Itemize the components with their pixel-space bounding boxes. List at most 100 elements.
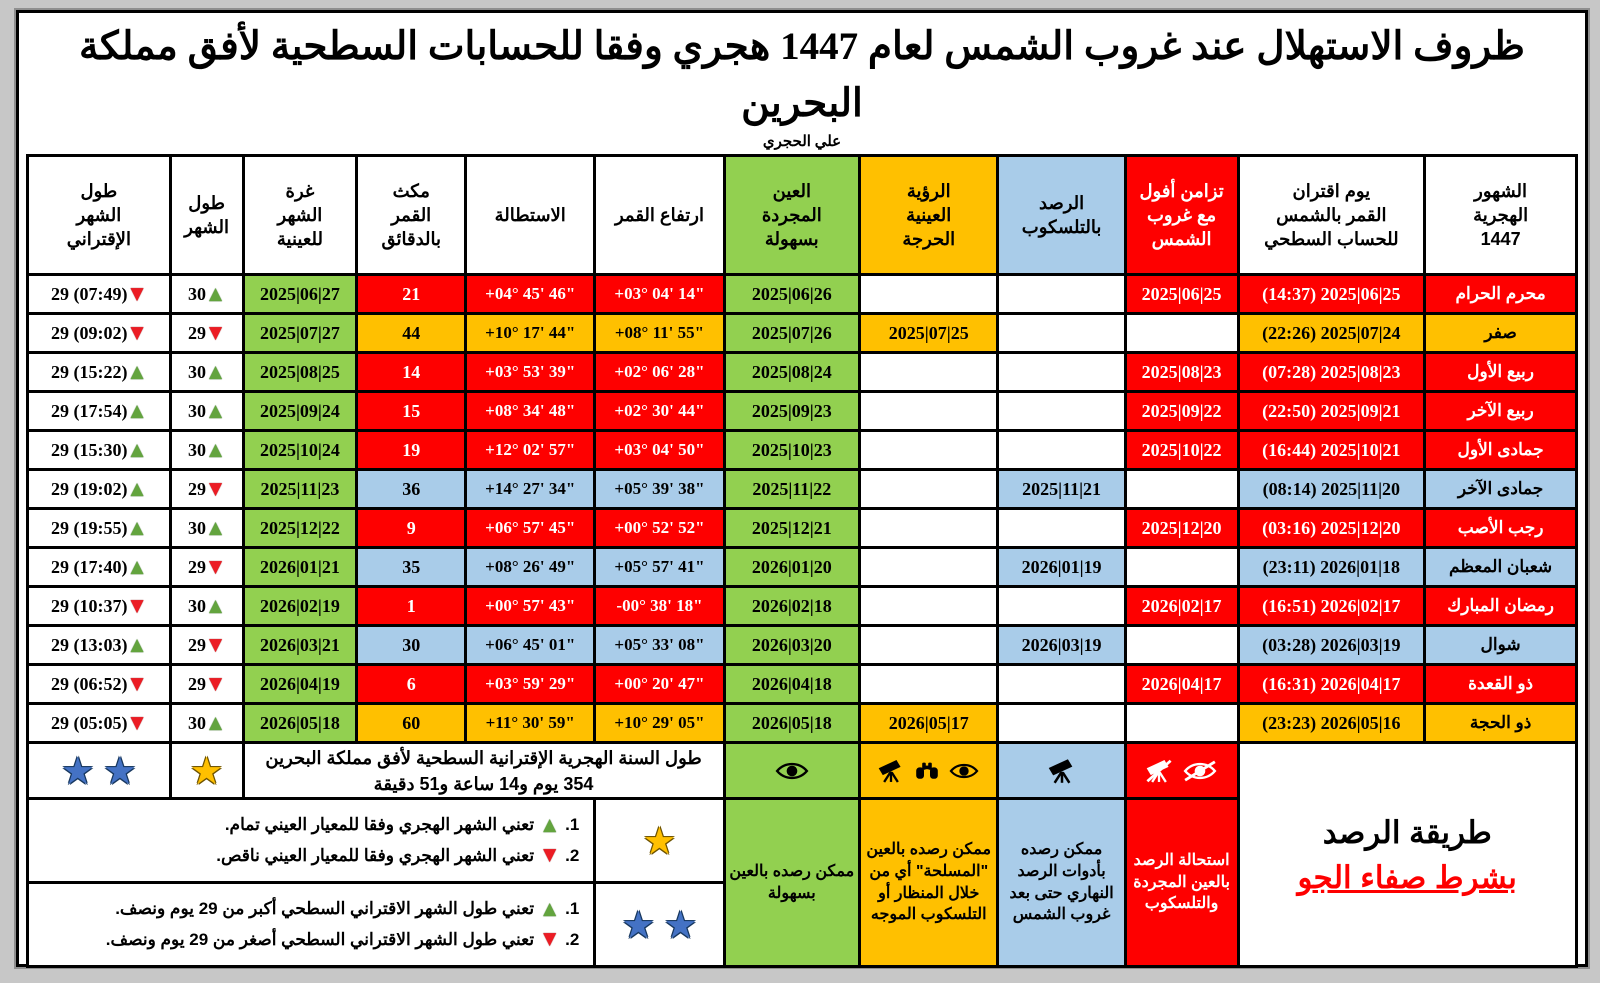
critical-desc-cell: ممكن رصده بالعين "المسلحة" أي من خلال ال… [857, 797, 1000, 969]
month-cell: ربيع الآخر [1423, 390, 1578, 433]
naked-eye-date-cell: 2025|09|23 [722, 390, 862, 433]
gold-star-key-cell: ★ [168, 741, 245, 801]
duration-cell: 15 [355, 390, 468, 433]
conj-length-value: 29 (05:05) [51, 712, 128, 733]
duration-cell: 19 [355, 429, 468, 472]
gold-star-icon: ★ [642, 818, 677, 863]
altitude-cell: +05° 33' 08" [593, 624, 726, 667]
tazamun-cell: 2025|06|25 [1123, 273, 1240, 316]
ghurra-cell: 2025|12|22 [241, 507, 359, 550]
summary-row: طريقة الرصد بشرط صفاء الجو [26, 741, 1578, 969]
trend-icon [543, 817, 556, 834]
trend-icon [209, 559, 222, 576]
tazamun-cell [1123, 312, 1240, 355]
conj-length-value: 29 (09:02) [51, 322, 128, 343]
method-condition: بشرط صفاء الجو [1297, 860, 1517, 896]
table-row: صفر (22:26) 2025|07|24 2025|07|25 2025|0… [26, 312, 1578, 355]
blue-star-icon: ★ [102, 748, 137, 793]
conjunction-cell: (16:44) 2025|10|21 [1236, 429, 1427, 472]
month-cell: ذو القعدة [1423, 663, 1578, 706]
naked-eye-date-cell: 2026|01|20 [722, 546, 862, 589]
conj-length-cell: 29 (17:40) [26, 546, 172, 589]
no-telescope-icon [1145, 758, 1172, 783]
trend-icon [543, 847, 556, 864]
trend-icon [209, 637, 222, 654]
conjunction-cell: (23:23) 2026|05|16 [1236, 702, 1427, 745]
blue-star-icon: ★ [621, 902, 656, 947]
col-header-naked-eye: العين المجردة بسهولة [722, 154, 862, 277]
conjunction-cell: (03:16) 2025|12|20 [1236, 507, 1427, 550]
blue-stars-key-cell: ★★ [26, 741, 172, 801]
trend-icon [131, 403, 144, 420]
col-header-critical: الرؤية العينية الحرجة [857, 154, 1000, 277]
tazamun-cell [1123, 546, 1240, 589]
impossible-desc-cell: استحالة الرصد بالعين المجردة والتلسكوب [1123, 797, 1240, 969]
month-length-value: 29 [188, 634, 207, 655]
elongation-cell: +03° 53' 39" [464, 351, 597, 394]
naked-eye-date-cell: 2025|11|22 [722, 468, 862, 511]
trend-icon [209, 598, 222, 615]
tazamun-cell: 2025|12|20 [1123, 507, 1240, 550]
month-length-value: 30 [188, 400, 207, 421]
conj-length-cell: 29 (19:02) [26, 468, 172, 511]
trend-icon [209, 286, 222, 303]
conj-length-cell: 29 (06:52) [26, 663, 172, 706]
critical-date-cell: 2025|07|25 [857, 312, 1000, 355]
critical-date-cell [857, 585, 1000, 628]
month-cell: محرم الحرام [1423, 273, 1578, 316]
gold-star-legend-cell: ★ [593, 797, 726, 885]
critical-date-cell [857, 663, 1000, 706]
month-length-value: 30 [188, 517, 207, 538]
ghurra-cell: 2026|03|21 [241, 624, 359, 667]
legend-text: تعني طول الشهر الاقتراني السطحي أكبر من … [115, 899, 535, 918]
elongation-cell: +04° 45' 46" [464, 273, 597, 316]
trend-icon [131, 715, 144, 732]
duration-cell: 44 [355, 312, 468, 355]
conjunction-cell: (03:28) 2026|03|19 [1236, 624, 1427, 667]
legend-row-visual: استحالة الرصد بالعين المجردة والتلسكوب م… [25, 797, 1577, 969]
telescope-date-cell [996, 351, 1127, 394]
duration-cell: 21 [355, 273, 468, 316]
duration-cell: 60 [355, 702, 468, 745]
trend-icon [543, 901, 556, 918]
critical-date-cell [857, 507, 1000, 550]
col-header-elongation: الاستطالة [464, 154, 597, 277]
col-header-altitude: ارتفاع القمر [593, 154, 726, 277]
month-length-cell: 29 [168, 624, 245, 667]
altitude-cell: +00° 52' 52" [593, 507, 726, 550]
conjunction-cell: (23:11) 2026|01|18 [1236, 546, 1427, 589]
legend-text: تعني الشهر الهجري وفقا للمعيار العيني نا… [216, 845, 535, 865]
critical-date-cell [857, 351, 1000, 394]
month-cell: ربيع الأول [1423, 351, 1578, 394]
ghurra-cell: 2026|01|21 [241, 546, 359, 589]
ghurra-cell: 2026|02|19 [241, 585, 359, 628]
telescope-date-cell: 2026|01|19 [996, 546, 1127, 589]
trend-icon [209, 676, 222, 693]
month-length-value: 30 [188, 712, 207, 733]
table-row: ذو الحجة (23:23) 2026|05|16 2026|05|17 2… [26, 702, 1578, 745]
method-title: طريقة الرصد [1322, 814, 1492, 850]
conjunction-cell: (22:26) 2025|07|24 [1236, 312, 1427, 355]
conj-length-cell: 29 (15:22) [26, 351, 172, 394]
visual-legend-cell: 1. تعني الشهر الهجري وفقا للمعيار العيني … [25, 797, 597, 885]
table-row: رجب الأصب (03:16) 2025|12|20 2025|12|20 … [26, 507, 1578, 550]
trend-icon [131, 364, 144, 381]
ghurra-cell: 2026|05|18 [241, 702, 359, 745]
month-length-value: 29 [188, 322, 207, 343]
ghurra-cell: 2025|11|23 [241, 468, 359, 511]
telescope-date-cell [996, 585, 1127, 628]
year-length-title: طول السنة الهجرية الإقترانية السطحية لأف… [265, 747, 702, 768]
conj-length-cell: 29 (05:05) [26, 702, 172, 745]
month-length-value: 29 [188, 556, 207, 577]
elongation-cell: +08° 34' 48" [464, 390, 597, 433]
legend-line: 1. تعني الشهر الهجري وفقا للمعيار العيني … [43, 810, 580, 841]
telescope-date-cell [996, 273, 1127, 316]
altitude-cell: +10° 29' 05" [593, 702, 726, 745]
trend-icon [131, 637, 144, 654]
critical-date-cell [857, 546, 1000, 589]
duration-cell: 9 [355, 507, 468, 550]
month-length-cell: 30 [168, 273, 245, 316]
conj-length-value: 29 (13:03) [51, 634, 128, 655]
col-header-tazamun: تزامن أفول مع غروب الشمس [1123, 154, 1240, 277]
col-header-month-length: طول الشهر [168, 154, 245, 277]
